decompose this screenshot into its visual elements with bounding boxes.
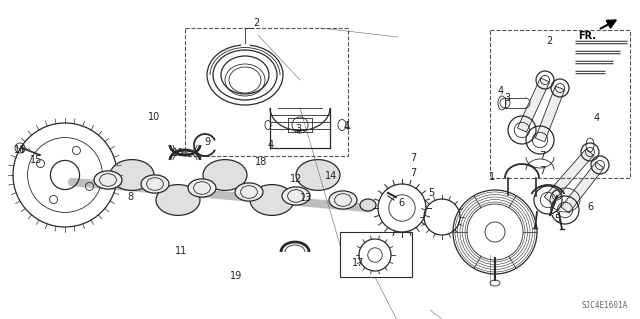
Text: 7: 7 — [539, 151, 545, 161]
Text: 3: 3 — [295, 124, 301, 134]
Text: 11: 11 — [175, 246, 188, 256]
Text: 7: 7 — [410, 153, 416, 163]
Text: 10: 10 — [148, 112, 160, 122]
Text: 1: 1 — [489, 172, 495, 182]
Text: 4: 4 — [594, 113, 600, 123]
Text: FR.: FR. — [578, 31, 596, 41]
Text: 4: 4 — [268, 140, 274, 150]
Ellipse shape — [141, 175, 169, 193]
Text: 18: 18 — [255, 157, 268, 167]
Ellipse shape — [156, 185, 200, 215]
Bar — [185, 28, 348, 156]
Polygon shape — [561, 162, 604, 213]
Text: 14: 14 — [325, 171, 337, 181]
Text: 2: 2 — [253, 18, 259, 28]
Ellipse shape — [360, 199, 376, 211]
Ellipse shape — [296, 160, 340, 190]
Polygon shape — [544, 149, 594, 203]
Text: 4: 4 — [344, 122, 350, 132]
Ellipse shape — [94, 171, 122, 189]
Ellipse shape — [188, 179, 216, 197]
Text: 8: 8 — [127, 192, 133, 202]
Polygon shape — [535, 86, 564, 142]
Text: 4: 4 — [498, 86, 504, 96]
Text: 7: 7 — [539, 166, 545, 176]
Text: 17: 17 — [352, 258, 364, 268]
Text: 5: 5 — [428, 188, 435, 198]
Text: 6: 6 — [398, 198, 404, 208]
Text: 5: 5 — [554, 214, 560, 224]
Ellipse shape — [235, 183, 263, 201]
Ellipse shape — [282, 187, 310, 205]
Text: 10: 10 — [172, 148, 184, 158]
Text: 6: 6 — [587, 202, 593, 212]
Text: 3: 3 — [504, 93, 510, 103]
Text: SJC4E1601A: SJC4E1601A — [582, 301, 628, 310]
Text: 12: 12 — [290, 174, 302, 184]
Ellipse shape — [250, 185, 294, 215]
Bar — [340, 232, 412, 277]
Ellipse shape — [203, 160, 247, 190]
Bar — [490, 30, 630, 178]
Text: 15: 15 — [30, 155, 42, 165]
Text: 9: 9 — [204, 137, 210, 147]
Text: 7: 7 — [410, 168, 416, 178]
Text: 19: 19 — [230, 271, 243, 281]
Text: 16: 16 — [14, 145, 26, 155]
Text: 1: 1 — [345, 121, 351, 131]
Text: 13: 13 — [300, 193, 312, 203]
Text: 2: 2 — [546, 36, 552, 46]
Ellipse shape — [110, 160, 154, 190]
Polygon shape — [518, 78, 550, 132]
Ellipse shape — [329, 191, 357, 209]
